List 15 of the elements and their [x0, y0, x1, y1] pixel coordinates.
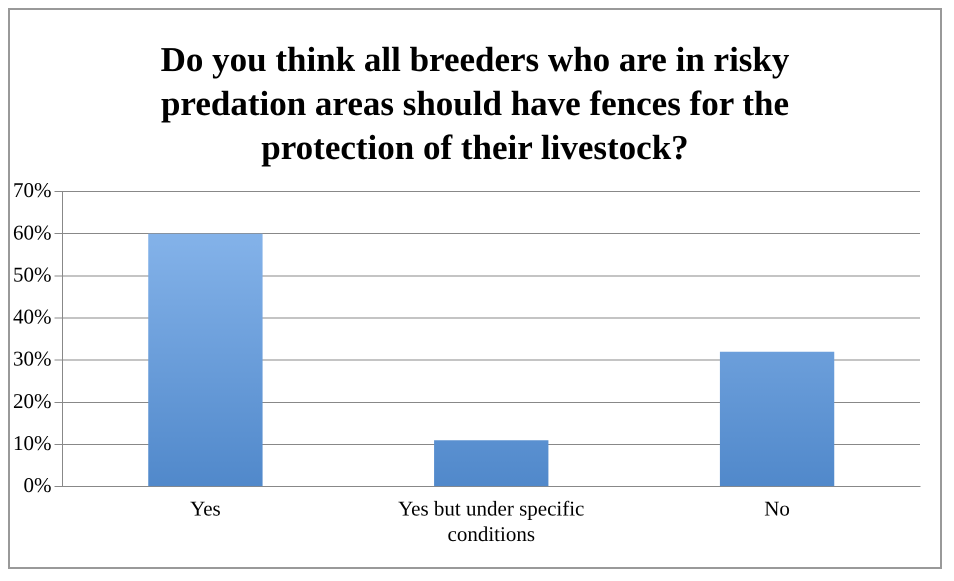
- bar: [148, 234, 263, 486]
- chart-title: Do you think all breeders who are in risky predation areas should have fences for the protection of their livestock?: [160, 39, 790, 169]
- x-tick-label: No: [764, 496, 790, 521]
- x-tick-label: Yes but under specific conditions: [398, 496, 584, 546]
- y-tick-label: 70%: [12, 178, 52, 202]
- y-tick-label: 60%: [12, 220, 52, 244]
- y-tick-label: 10%: [12, 430, 52, 455]
- y-tick-label: 50%: [12, 262, 52, 286]
- bar: [720, 352, 834, 486]
- y-tick-label: 40%: [12, 304, 52, 329]
- y-tick-label: 20%: [12, 388, 52, 413]
- y-tick-label: 30%: [12, 346, 52, 371]
- x-tick-label: Yes: [190, 496, 221, 521]
- y-tick-label: 0%: [23, 473, 52, 498]
- bar: [434, 440, 548, 486]
